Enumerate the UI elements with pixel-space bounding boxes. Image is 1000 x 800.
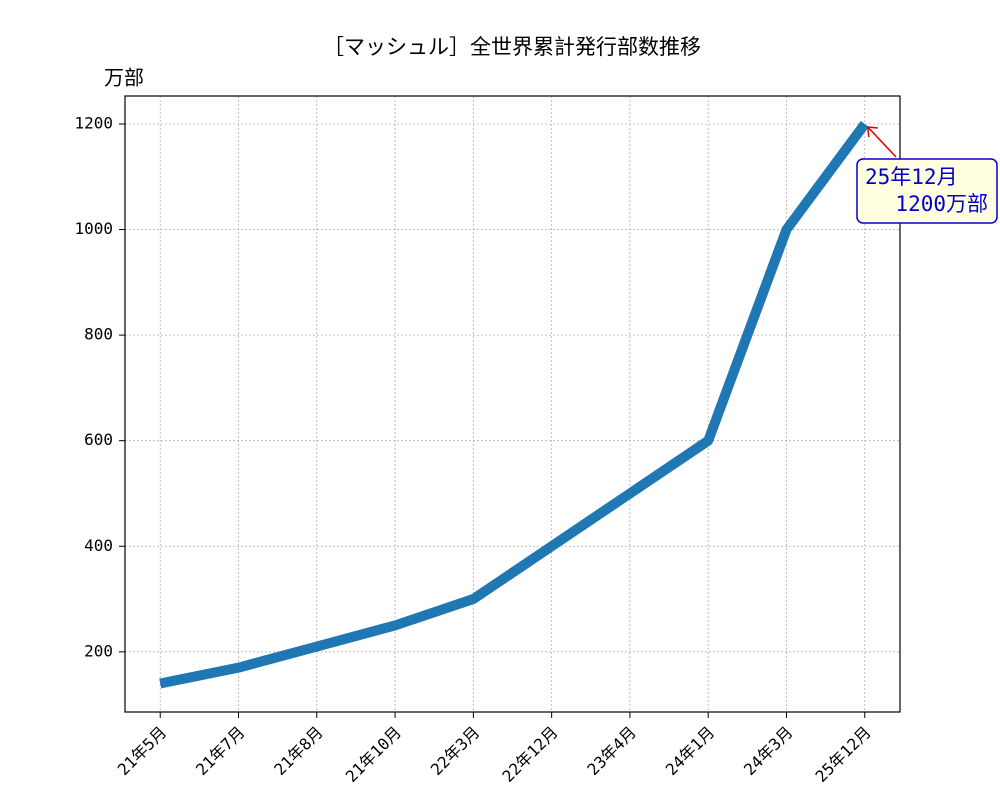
y-tick-label: 800: [84, 325, 113, 344]
annotation-text: 25年12月: [865, 165, 958, 189]
plot-frame: [124, 95, 901, 713]
y-axis-label: 万部: [104, 66, 144, 90]
annotation-arrow: [867, 126, 897, 158]
annotation-arrowhead: [866, 126, 878, 138]
chart-title: ［マッシュル］全世界累計発行部数推移: [323, 35, 701, 59]
y-tick-label: 600: [84, 430, 113, 449]
y-tick-label: 400: [84, 536, 113, 555]
y-tick-label: 1000: [74, 219, 113, 238]
line: [159, 120, 869, 689]
y-tick-label: 200: [84, 641, 113, 660]
annotation-text: 1200万部: [895, 192, 988, 216]
annotation-box: [856, 158, 998, 224]
y-tick-label: 1200: [74, 113, 113, 132]
